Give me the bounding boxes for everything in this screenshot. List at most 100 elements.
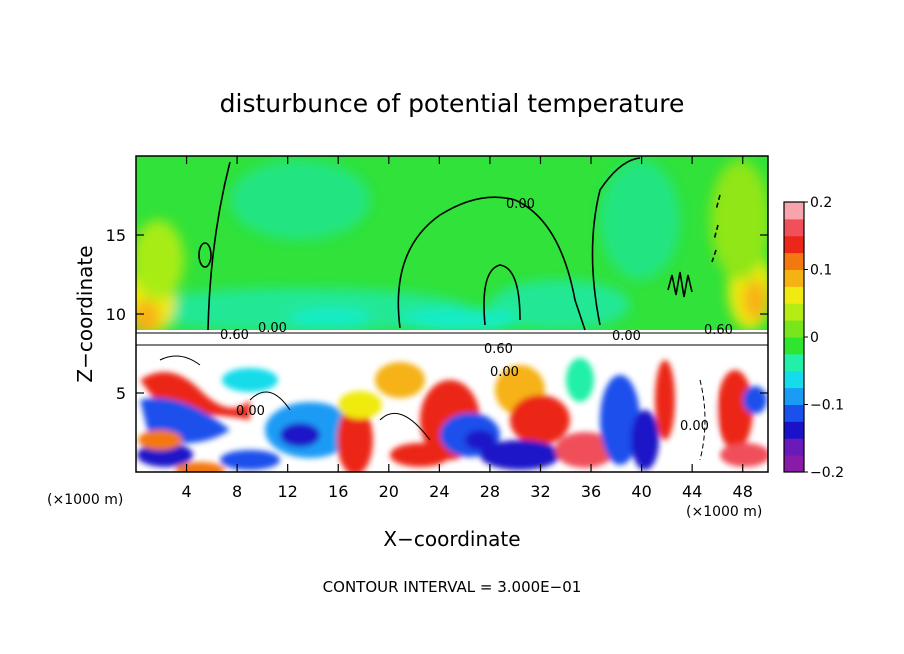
x-unit-left: (×1000 m) [47, 492, 123, 508]
colorbar-swatch [784, 303, 804, 321]
field-blob [136, 220, 184, 300]
colorbar [784, 202, 804, 473]
contour-line [699, 379, 706, 461]
contour-label: 0.00 [236, 404, 265, 419]
colorbar-swatch [784, 455, 804, 473]
contour-label: 0.60 [704, 323, 733, 338]
contour-line [483, 264, 521, 326]
contour-label: 0.00 [258, 321, 287, 336]
x-tick-label: 24 [429, 482, 449, 501]
field-blob [136, 300, 160, 336]
field-boundary [136, 330, 768, 346]
colorbar-swatch [784, 202, 804, 220]
contour-interval-note: CONTOUR INTERVAL = 3.000E−01 [323, 578, 582, 596]
field-blob [290, 308, 370, 328]
colorbar-swatch [784, 286, 804, 304]
x-tick-label: 16 [328, 482, 348, 501]
y-axis-label: Z−coordinate [73, 245, 97, 382]
x-tick-label: 48 [733, 482, 753, 501]
colorbar-swatch [784, 252, 804, 270]
field-blob [743, 280, 767, 320]
field-blob [480, 440, 560, 470]
contour-line [711, 194, 721, 263]
x-tick-label: 4 [181, 482, 191, 501]
field-blob [338, 391, 382, 419]
colorbar-swatch [784, 320, 804, 338]
contour-lines [136, 157, 768, 461]
colorbar-tick-label: 0.2 [810, 195, 832, 211]
contour-line [207, 161, 231, 331]
contour-line [379, 412, 431, 441]
field-blob [710, 160, 768, 280]
x-tick-label: 20 [379, 482, 399, 501]
field-blob [337, 405, 373, 472]
chart-title: disturbunce of potential temperature [220, 89, 685, 118]
contour-line [198, 242, 212, 268]
field-blob [138, 430, 182, 450]
field-blob [220, 450, 280, 470]
x-tick-label: 44 [682, 482, 702, 501]
colorbar-tick-label: 0.1 [810, 263, 832, 279]
contour-label: 0.60 [484, 342, 513, 357]
x-tick-label: 12 [278, 482, 298, 501]
colorbar-swatch [784, 269, 804, 287]
field-blob [280, 423, 320, 447]
contour-line [667, 271, 693, 298]
field-blob [600, 160, 680, 280]
colorbar-swatch [784, 337, 804, 355]
x-unit-right: (×1000 m) [686, 504, 762, 520]
field-blob [566, 358, 594, 402]
field-blob [375, 362, 425, 398]
y-axis: 5 10 15 [106, 226, 768, 403]
colorbar-tick-label: 0 [810, 330, 819, 346]
field-blob [717, 370, 753, 450]
field-blob [465, 430, 495, 450]
field-blob [222, 368, 278, 392]
x-axis-label: X−coordinate [383, 527, 520, 551]
colorbar-swatch [784, 438, 804, 456]
contour-labels: 0.60 0.00 0.60 0.00 0.00 0.60 0.00 0.00 … [220, 197, 733, 434]
field-blob [655, 360, 675, 440]
plot-area: 0.60 0.00 0.60 0.00 0.00 0.60 0.00 0.00 … [136, 156, 768, 472]
field-blob [743, 386, 767, 414]
field-blob [136, 288, 470, 332]
field-blob [400, 308, 520, 332]
field-blob [510, 395, 570, 445]
x-tick-label: 32 [530, 482, 550, 501]
x-axis: 4 8 12 16 20 24 28 32 36 40 44 48 [181, 156, 753, 501]
field-blob [720, 443, 768, 467]
field-blob [175, 462, 225, 472]
field-blob [230, 160, 370, 240]
colorbar-swatch [784, 235, 804, 254]
contour-label: 0.00 [680, 419, 709, 434]
contour-label: 0.00 [612, 329, 641, 344]
x-tick-label: 28 [480, 482, 500, 501]
x-tick-label: 36 [581, 482, 601, 501]
colorbar-swatch [784, 218, 804, 237]
field-blob [600, 375, 640, 465]
contour-line [159, 355, 201, 366]
y-tick-label: 5 [116, 384, 126, 403]
colorbar-ticks: 0.2 0.1 0 −0.1 −0.2 [804, 195, 844, 481]
colorbar-tick-label: −0.1 [810, 398, 844, 414]
contour-line [397, 196, 586, 331]
x-tick-label: 8 [232, 482, 242, 501]
contour-label: 0.60 [220, 328, 249, 343]
contour-label: 0.00 [490, 365, 519, 380]
y-tick-label: 10 [106, 305, 126, 324]
colorbar-tick-label: −0.2 [810, 465, 844, 481]
field-blob [631, 410, 659, 470]
colorbar-swatch [784, 404, 804, 422]
field-blob [555, 432, 615, 468]
colorbar-swatch [784, 421, 804, 439]
contour-line [249, 391, 291, 411]
x-tick-label: 40 [631, 482, 651, 501]
contour-line [591, 157, 641, 326]
colorbar-swatch [784, 387, 804, 405]
contour-label: 0.00 [506, 197, 535, 212]
y-tick-label: 15 [106, 226, 126, 245]
field-blob [684, 370, 716, 470]
colorbar-swatch [784, 353, 804, 372]
colorbar-swatch [784, 370, 804, 389]
